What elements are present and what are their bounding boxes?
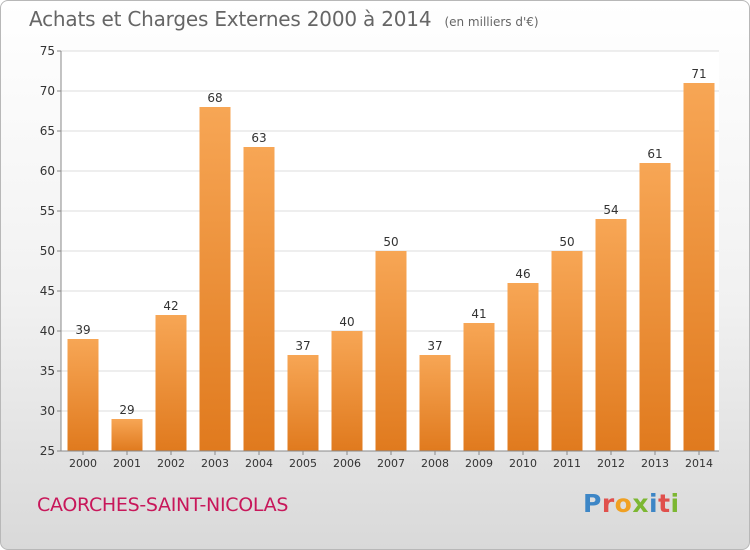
x-tick-label: 2005 — [289, 457, 317, 470]
bar — [67, 339, 99, 451]
logo-letter: o — [614, 489, 633, 518]
y-tick-label: 50 — [40, 244, 55, 258]
data-label: 54 — [603, 203, 618, 217]
logo-letter: x — [632, 489, 649, 518]
chart-subtitle: (en milliers d'€) — [444, 15, 539, 29]
y-tick-label: 75 — [40, 44, 55, 58]
x-tick-label: 2008 — [421, 457, 449, 470]
bar — [419, 355, 451, 451]
data-label: 40 — [339, 315, 354, 329]
data-label: 50 — [383, 235, 398, 249]
bar — [111, 419, 143, 451]
bar — [375, 251, 407, 451]
data-label: 46 — [515, 267, 530, 281]
x-tick-label: 2002 — [157, 457, 185, 470]
chart-header: Achats et Charges Externes 2000 à 2014 (… — [29, 7, 539, 31]
data-label: 39 — [75, 323, 90, 337]
x-tick-label: 2012 — [597, 457, 625, 470]
y-tick-label: 55 — [40, 204, 55, 218]
y-tick-label: 25 — [40, 444, 55, 458]
y-tick-label: 60 — [40, 164, 55, 178]
x-tick-label: 2001 — [113, 457, 141, 470]
x-tick-label: 2004 — [245, 457, 273, 470]
bar — [199, 107, 231, 451]
data-label: 29 — [119, 403, 134, 417]
y-tick-label: 70 — [40, 84, 55, 98]
y-tick-label: 30 — [40, 404, 55, 418]
data-label: 50 — [559, 235, 574, 249]
x-tick-label: 2009 — [465, 457, 493, 470]
logo-letter: r — [601, 489, 615, 518]
logo-letter: i — [649, 489, 659, 518]
bar — [155, 315, 187, 451]
data-label: 37 — [427, 339, 442, 353]
x-tick-label: 2000 — [69, 457, 97, 470]
x-tick-label: 2003 — [201, 457, 229, 470]
data-label: 71 — [691, 67, 706, 81]
y-tick-label: 40 — [40, 324, 55, 338]
data-label: 61 — [647, 147, 662, 161]
logo-letter: P — [583, 489, 602, 518]
data-label: 37 — [295, 339, 310, 353]
data-label: 68 — [207, 91, 222, 105]
axes: 25 30 35 40 45 50 55 60 65 70 75 2000 2001 2002 2003 20… — [40, 44, 719, 470]
y-tick-label: 65 — [40, 124, 55, 138]
proxiti-logo: Proxiti — [583, 489, 680, 518]
bar — [551, 251, 583, 451]
bar — [287, 355, 319, 451]
data-label: 63 — [251, 131, 266, 145]
bar — [639, 163, 671, 451]
bar — [507, 283, 539, 451]
bar — [595, 219, 627, 451]
y-tick-label: 45 — [40, 284, 55, 298]
bar — [331, 331, 363, 451]
x-tick-label: 2014 — [685, 457, 713, 470]
x-tick-label: 2013 — [641, 457, 669, 470]
bar — [463, 323, 495, 451]
logo-letter: t — [658, 489, 671, 518]
chart-title: Achats et Charges Externes 2000 à 2014 — [29, 7, 432, 31]
x-tick-label: 2010 — [509, 457, 537, 470]
x-tick-label: 2011 — [553, 457, 581, 470]
data-label: 41 — [471, 307, 486, 321]
bars — [67, 83, 715, 451]
data-labels: 39 29 42 68 63 37 40 50 37 41 46 50 54 61 71 — [75, 67, 706, 417]
x-tick-label: 2006 — [333, 457, 361, 470]
data-label: 42 — [163, 299, 178, 313]
x-tick-label: 2007 — [377, 457, 405, 470]
bar — [683, 83, 715, 451]
bar — [243, 147, 275, 451]
commune-name: CAORCHES-SAINT-NICOLAS — [37, 494, 289, 516]
y-tick-label: 35 — [40, 364, 55, 378]
logo-letter: i — [670, 489, 680, 518]
